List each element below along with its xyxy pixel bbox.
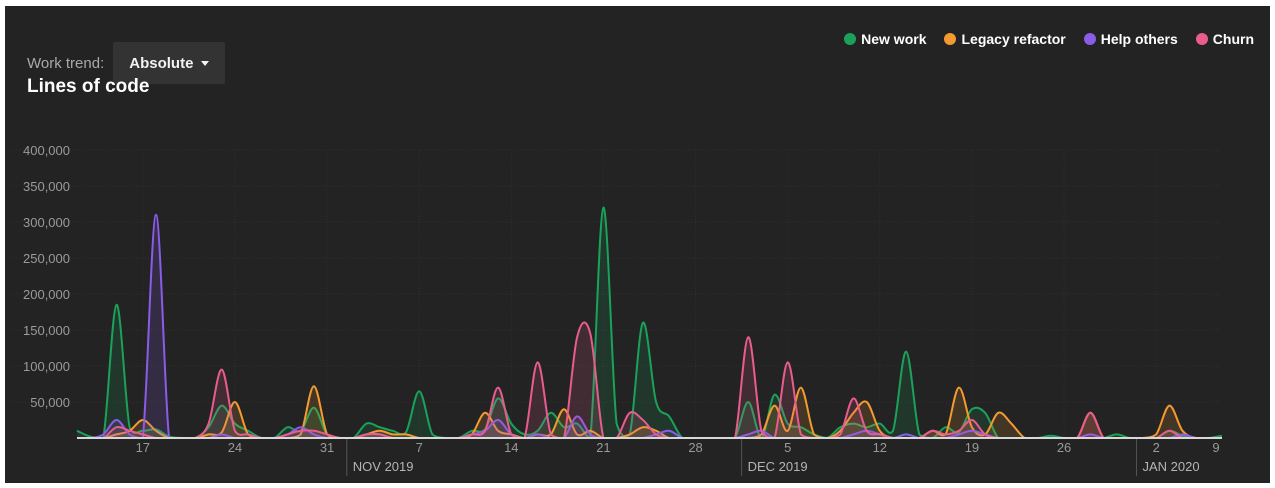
legend-item-legacy-refactor[interactable]: Legacy refactor xyxy=(944,31,1066,47)
y-tick-label: 50,000 xyxy=(30,395,70,410)
work-trend-dropdown[interactable]: Absolute xyxy=(113,42,226,84)
y-tick-label: 150,000 xyxy=(23,323,70,338)
legend-dot-icon xyxy=(1083,33,1096,45)
month-label: JAN 2020 xyxy=(1142,459,1199,474)
legend-label: Help others xyxy=(1100,31,1178,47)
x-tick-label: 26 xyxy=(1057,440,1071,455)
legend-dot-icon xyxy=(944,33,957,45)
x-tick-label: 19 xyxy=(965,440,979,455)
x-tick-label: 17 xyxy=(136,440,150,455)
legend-dot-icon xyxy=(844,33,857,45)
x-tick-label: 31 xyxy=(320,440,334,455)
legend-label: Churn xyxy=(1212,31,1254,47)
y-tick-label: 400,000 xyxy=(23,143,70,158)
x-tick-label: 21 xyxy=(596,440,610,455)
x-tick-label: 12 xyxy=(873,440,887,455)
legend-item-new-work[interactable]: New work xyxy=(844,31,926,47)
y-tick-label: 300,000 xyxy=(23,215,70,230)
chart-panel: Work trend: Absolute Lines of code New w… xyxy=(5,6,1270,483)
y-tick-label: 350,000 xyxy=(23,179,70,194)
work-trend-value: Absolute xyxy=(129,55,194,72)
legend-dot-icon xyxy=(1195,33,1208,45)
y-tick-label: 250,000 xyxy=(23,251,70,266)
legend-item-churn[interactable]: Churn xyxy=(1195,31,1254,47)
chart-title: Lines of code xyxy=(27,76,150,97)
x-tick-label: 28 xyxy=(688,440,702,455)
month-label: DEC 2019 xyxy=(748,459,808,474)
chart-legend: New work Legacy refactor Help others Chu… xyxy=(844,31,1254,47)
work-trend-control: Work trend: Absolute xyxy=(27,42,226,84)
x-tick-label: 5 xyxy=(784,440,791,455)
caret-down-icon xyxy=(201,61,210,66)
work-trend-label: Work trend: xyxy=(27,54,105,72)
legend-label: Legacy refactor xyxy=(961,31,1066,47)
legend-label: New work xyxy=(861,31,927,47)
legend-item-help-others[interactable]: Help others xyxy=(1083,31,1178,47)
x-tick-label: 7 xyxy=(416,440,423,455)
x-tick-label: 9 xyxy=(1212,440,1219,455)
x-tick-label: 14 xyxy=(504,440,518,455)
y-tick-label: 200,000 xyxy=(23,287,70,302)
y-tick-label: 100,000 xyxy=(23,359,70,374)
month-label: NOV 2019 xyxy=(353,459,414,474)
series-area-new-work xyxy=(77,207,1222,438)
x-tick-label: 2 xyxy=(1153,440,1160,455)
x-tick-label: 24 xyxy=(228,440,242,455)
